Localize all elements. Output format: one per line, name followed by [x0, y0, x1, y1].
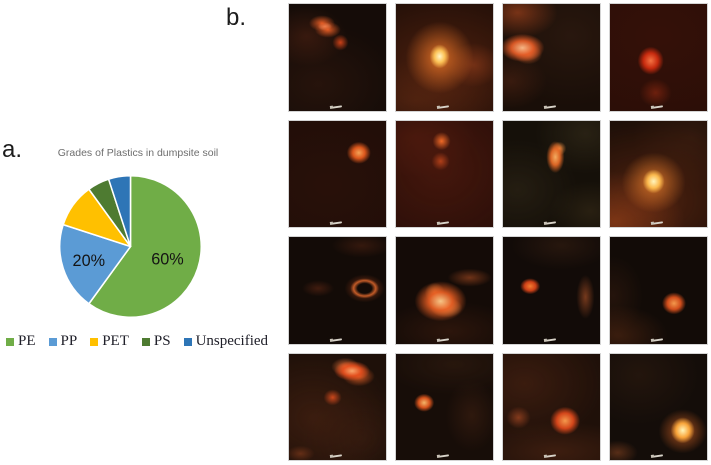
scale-bar-icon	[545, 221, 556, 225]
scale-bar-icon	[438, 337, 449, 342]
micrograph-tile-5	[288, 119, 387, 228]
pie-slice-label: 20%	[73, 252, 106, 270]
micrograph-tile-9	[288, 236, 387, 345]
scale-bar-icon	[652, 337, 663, 342]
micrograph-tile-12	[609, 236, 708, 345]
micrograph-tile-16	[609, 352, 708, 461]
scale-bar-icon	[438, 454, 449, 458]
pie-slice-label: 60%	[151, 250, 184, 268]
micrograph-tile-11	[502, 236, 601, 345]
legend-item-unspecified: Unspecified	[183, 333, 269, 350]
micrograph-tile-7	[502, 119, 601, 228]
legend-label: PS	[153, 333, 171, 349]
pie-slice-pp	[58, 223, 132, 305]
legend-marker-icon	[183, 337, 192, 346]
micrograph-tile-14	[395, 352, 494, 461]
legend-label: PET	[102, 333, 129, 349]
pie-chart-title: Grades of Plastics in dumpsite soil	[57, 147, 219, 159]
micrograph-tile-10	[395, 236, 494, 345]
legend-label: PP	[60, 333, 78, 349]
micrograph-grid	[288, 3, 708, 461]
scale-bar-icon	[331, 337, 342, 342]
legend-label: Unspecified	[195, 333, 269, 349]
micrograph-tile-1	[288, 3, 387, 112]
panel-a-label: a.	[2, 136, 23, 163]
scale-bar-icon	[545, 337, 556, 342]
pie-slice-unspecified	[107, 174, 132, 248]
legend-marker-icon	[6, 337, 14, 346]
legend-label: PE	[18, 333, 36, 349]
legend-marker-icon	[90, 337, 99, 346]
scale-bar-icon	[652, 454, 663, 458]
scale-bar-icon	[438, 221, 449, 225]
legend-marker-icon	[48, 337, 57, 346]
scale-bar-icon	[545, 454, 556, 458]
legend-item-pe: PE	[6, 333, 36, 350]
micrograph-tile-3	[502, 3, 601, 112]
panel-b-label: b.	[226, 4, 247, 31]
micrograph-tile-8	[609, 119, 708, 228]
scale-bar-icon	[331, 221, 342, 225]
scale-bar-icon	[652, 221, 663, 225]
legend-item-pet: PET	[90, 333, 129, 350]
pie-legend: PE PP PET PS Unspecified	[6, 333, 306, 350]
micrograph-tile-4	[609, 3, 708, 112]
scale-bar-icon	[545, 104, 556, 109]
scale-bar-icon	[331, 104, 342, 109]
legend-item-ps: PS	[141, 333, 171, 350]
pie-slice-pe	[88, 174, 202, 318]
micrograph-tile-6	[395, 119, 494, 228]
micrograph-tile-2	[395, 3, 494, 112]
legend-item-pp: PP	[48, 333, 78, 350]
scale-bar-icon	[438, 104, 449, 109]
scale-bar-icon	[652, 104, 663, 109]
legend-marker-icon	[141, 337, 150, 346]
pie-chart: 60% 20%	[58, 174, 202, 318]
scale-bar-icon	[331, 454, 342, 458]
micrograph-tile-13	[288, 352, 387, 461]
micrograph-tile-15	[502, 352, 601, 461]
